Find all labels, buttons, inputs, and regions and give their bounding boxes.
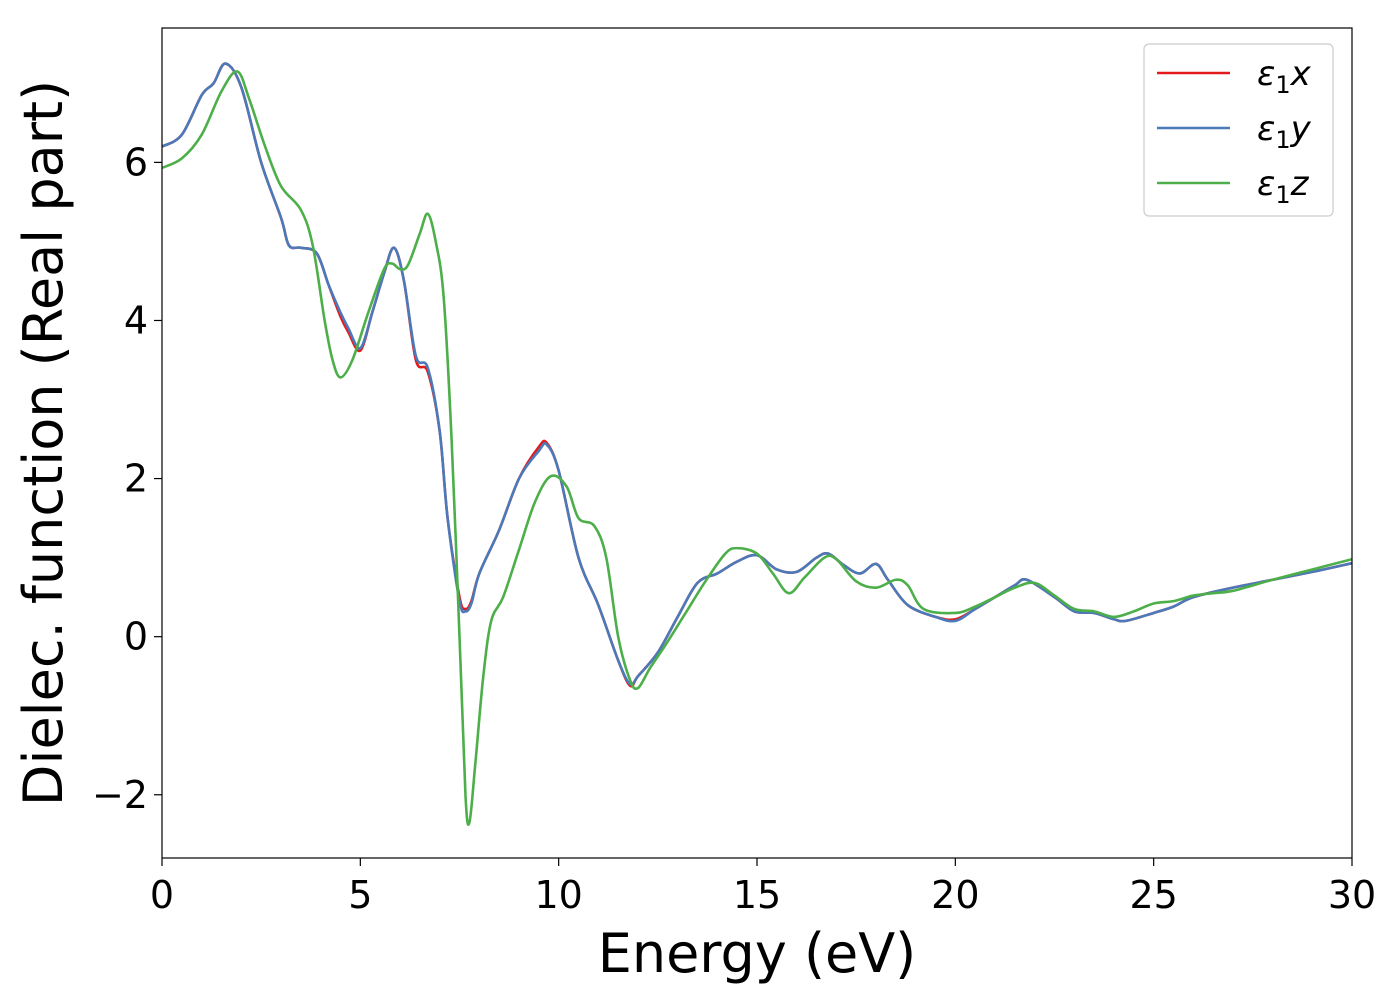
y-tick-label: 6 [124, 140, 148, 184]
x-tick-label: 30 [1328, 873, 1376, 917]
x-tick-label: 20 [931, 873, 979, 917]
x-axis-label: Energy (eV) [598, 922, 917, 985]
x-axis-ticks: 0 5 10 15 20 25 30 [150, 858, 1376, 917]
plot-lines [162, 62, 1352, 826]
y-tick-label: 4 [124, 298, 148, 342]
legend-box [1143, 43, 1334, 217]
x-tick-label: 15 [733, 873, 781, 917]
x-tick-label: 10 [534, 873, 582, 917]
y-tick-label: 2 [124, 457, 148, 501]
x-tick-label: 5 [348, 873, 372, 917]
x-tick-label: 0 [150, 873, 174, 917]
y-tick-label: 0 [124, 615, 148, 659]
legend-label: ε1z [1257, 164, 1310, 209]
y-tick-label: −2 [92, 773, 148, 817]
legend: ε1x ε1y ε1z [1143, 43, 1334, 217]
x-tick-label: 25 [1129, 873, 1177, 917]
y-axis-label: Dielec. function (Real part) [12, 80, 75, 806]
series-line-3 [162, 70, 1352, 826]
y-axis-ticks: −2 0 2 4 6 [92, 140, 162, 817]
legend-label: ε1y [1257, 109, 1312, 154]
legend-label: ε1x [1257, 54, 1312, 99]
